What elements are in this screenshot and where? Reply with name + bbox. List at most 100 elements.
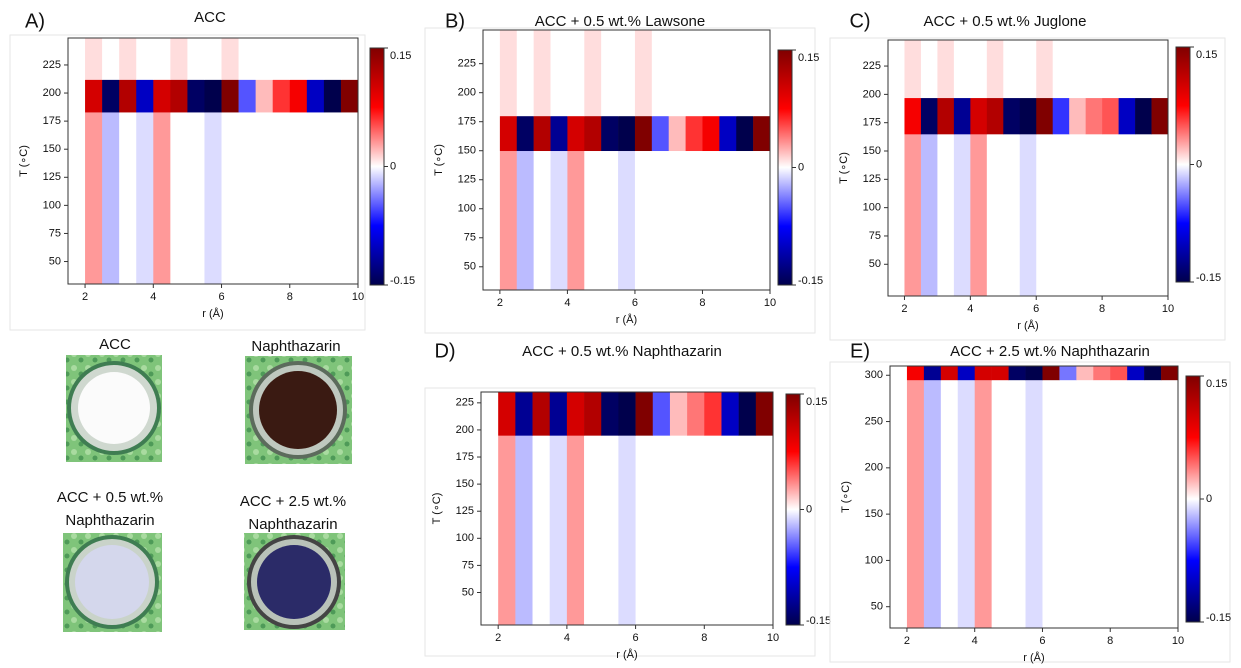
y-tick-label: 50 xyxy=(869,258,881,270)
heatmap-cell xyxy=(515,392,533,436)
heatmap-cell xyxy=(289,79,308,113)
heatmap-cell xyxy=(136,38,154,80)
heatmap-cell xyxy=(652,392,671,436)
x-tick-label: 10 xyxy=(764,297,776,309)
y-tick-label: 50 xyxy=(464,261,476,273)
y-tick-label: 125 xyxy=(458,174,476,186)
heatmap-cell xyxy=(272,112,291,285)
heatmap-cell xyxy=(937,40,955,99)
heatmap-cell xyxy=(618,115,636,152)
heatmap-cell xyxy=(906,379,925,629)
heatmap-cell xyxy=(1069,97,1086,135)
plot-frame xyxy=(480,391,774,626)
y-axis-label: T (∘C) xyxy=(838,152,850,184)
colorbar-tick-label: -0.15 xyxy=(1206,612,1231,624)
heatmap-cell xyxy=(601,435,619,626)
heatmap-cell xyxy=(702,30,720,117)
heatmap-cell xyxy=(584,392,602,436)
heatmap-cell xyxy=(904,134,922,297)
heatmap-cell xyxy=(1069,40,1086,99)
heatmap-cell xyxy=(1059,366,1077,381)
y-axis-label: T (∘C) xyxy=(18,145,30,177)
heatmap-cell xyxy=(719,30,737,117)
panel: 2 4 6 8 10 50 100 150 200 250 300 r (Å) T (∘C) ACC + … xyxy=(829,340,1231,664)
heatmap-cell xyxy=(668,115,686,152)
heatmap-cell xyxy=(618,150,636,291)
sample-photo xyxy=(245,356,352,464)
y-tick-label: 50 xyxy=(871,601,883,613)
heatmap-cell xyxy=(888,134,905,297)
heatmap-cell xyxy=(323,112,342,285)
x-tick-label: 6 xyxy=(632,297,638,309)
y-tick-label: 200 xyxy=(456,424,474,436)
colorbar xyxy=(1185,375,1201,623)
heatmap-cell xyxy=(920,97,938,135)
sample-photo xyxy=(63,533,162,632)
heatmap-cell xyxy=(102,79,120,113)
heatmap-cell xyxy=(1052,40,1070,99)
heatmap-cell xyxy=(1019,134,1037,297)
heatmap-cell xyxy=(736,150,754,291)
heatmap-cell xyxy=(119,112,137,285)
x-tick-label: 6 xyxy=(218,291,224,303)
heatmap-cell xyxy=(1135,97,1152,135)
heatmap-cell xyxy=(755,392,774,436)
heatmap-cell xyxy=(1003,40,1021,99)
y-axis-label: T (∘C) xyxy=(431,493,443,525)
heatmap-cell xyxy=(1036,97,1054,135)
heatmap-cell xyxy=(974,379,992,629)
heatmap-cell xyxy=(890,366,908,381)
x-tick-label: 8 xyxy=(287,291,293,303)
heatmap-cell xyxy=(153,112,171,285)
heatmap-cell xyxy=(668,150,686,291)
heatmap-cell xyxy=(1076,366,1094,381)
heatmap-cell xyxy=(255,112,274,285)
heatmap-cell xyxy=(68,112,86,285)
y-tick-label: 200 xyxy=(458,87,476,99)
heatmap-cell xyxy=(957,366,976,381)
colorbar xyxy=(785,393,801,626)
heatmap-cell xyxy=(888,40,905,99)
heatmap-cell xyxy=(238,38,256,80)
y-tick-label: 75 xyxy=(49,227,61,239)
heatmap-cell xyxy=(306,38,325,80)
sample-label: ACC + 0.5 wt.% xyxy=(57,489,163,506)
heatmap-cell xyxy=(991,379,1009,629)
sample-photo xyxy=(66,355,162,462)
plot-frame xyxy=(67,37,359,285)
heatmap-cell xyxy=(566,435,585,626)
heatmap-cell xyxy=(953,40,971,99)
plot-frame xyxy=(887,39,1169,297)
y-tick-label: 250 xyxy=(865,415,883,427)
heatmap-cell xyxy=(85,38,103,80)
heatmap-cell xyxy=(102,38,120,80)
panel-label: A) xyxy=(25,10,45,32)
heatmap-cell xyxy=(970,97,988,135)
heatmap-cell xyxy=(970,134,988,297)
heatmap-cell xyxy=(1008,366,1026,381)
heatmap-cell xyxy=(685,150,703,291)
x-tick-label: 4 xyxy=(564,632,570,644)
heatmap-cell xyxy=(923,379,942,629)
heatmap-cell xyxy=(221,38,239,80)
heatmap-cell xyxy=(289,112,308,285)
heatmap-cell xyxy=(1144,366,1162,381)
y-tick-label: 225 xyxy=(863,60,881,72)
heatmap-cell xyxy=(204,79,222,113)
heatmap-cell xyxy=(1135,134,1152,297)
heatmap-cell xyxy=(702,150,720,291)
y-tick-label: 125 xyxy=(456,505,474,517)
heatmap-cell xyxy=(1036,40,1054,99)
heatmap-cell xyxy=(753,115,771,152)
heatmap-cell xyxy=(68,38,86,80)
colorbar-tick-label: -0.15 xyxy=(798,275,823,287)
y-axis-label: T (∘C) xyxy=(433,144,445,176)
heatmap-cell xyxy=(549,392,568,436)
panel-frame xyxy=(424,387,816,657)
heatmap-cell xyxy=(1102,97,1119,135)
heatmap-cell xyxy=(483,30,501,117)
heatmap-cell xyxy=(170,112,188,285)
colorbar xyxy=(777,49,793,286)
y-tick-label: 150 xyxy=(863,145,881,157)
